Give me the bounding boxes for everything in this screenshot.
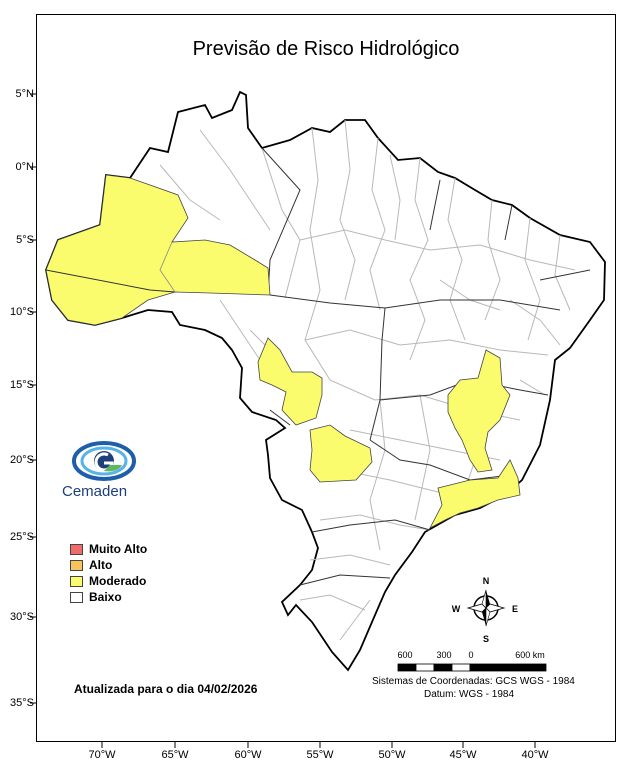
logo-text: Cemaden	[62, 483, 128, 500]
lon-tick-50w: 50°W	[378, 749, 406, 761]
legend-item-alto: Alto	[70, 557, 147, 573]
updated-date: Atualizada para o dia 04/02/2026	[74, 682, 258, 696]
lat-tick-20s: 20°S	[10, 454, 34, 466]
legend-item-baixo: Baixo	[70, 589, 147, 605]
lat-tick-35s: 35°S	[10, 697, 34, 709]
compass-s: S	[483, 634, 489, 644]
region-minas-gerais	[447, 349, 511, 473]
scale-label-0: 0	[468, 650, 474, 660]
region-mato-grosso-do-sul	[309, 424, 373, 483]
lat-tick-5s: 5°S	[16, 234, 34, 246]
moderado-regions	[45, 174, 521, 529]
crs-text: Sistemas de Coordenadas: GCS WGS - 1984	[372, 676, 575, 687]
scale-label-600km: 600 km	[515, 650, 545, 660]
lon-tick-70w: 70°W	[88, 749, 116, 761]
lat-tick-25s: 25°S	[10, 531, 34, 543]
swatch-moderado	[70, 575, 83, 587]
swatch-alto	[70, 559, 83, 571]
lon-tick-40w: 40°W	[521, 749, 549, 761]
scale-label-300: 300	[436, 650, 452, 660]
region-mato-grosso	[257, 337, 323, 426]
lon-tick-55w: 55°W	[306, 749, 334, 761]
scale-bar	[397, 663, 547, 672]
legend: Muito Alto Alto Moderado Baixo	[70, 541, 147, 605]
map-title: Previsão de Risco Hidrológico	[192, 38, 460, 60]
lat-tick-15s: 15°S	[10, 379, 34, 391]
region-acre-amazonas-west	[45, 174, 271, 326]
lon-tick-60w: 60°W	[234, 749, 262, 761]
region-rio-sp-coast	[429, 459, 521, 529]
swatch-baixo	[70, 591, 83, 603]
lat-tick-30s: 30°S	[10, 611, 34, 623]
lat-tick-5n: 5°N	[15, 88, 34, 100]
compass-w: W	[452, 604, 461, 614]
swatch-muito-alto	[70, 543, 83, 555]
compass-e: E	[512, 604, 518, 614]
lon-tick-65w: 65°W	[161, 749, 189, 761]
cemaden-logo	[72, 441, 136, 481]
datum-text: Datum: WGS - 1984	[424, 689, 515, 700]
lat-tick-0n: 0°N	[15, 161, 34, 173]
lon-tick-45w: 45°W	[449, 749, 477, 761]
legend-label: Moderado	[89, 574, 147, 588]
legend-item-muito-alto: Muito Alto	[70, 541, 147, 557]
legend-label: Baixo	[89, 590, 122, 604]
legend-label: Muito Alto	[89, 542, 148, 556]
compass-n: N	[483, 576, 490, 586]
lat-tick-10s: 10°S	[10, 306, 34, 318]
compass-rose-icon	[466, 589, 506, 627]
legend-item-moderado: Moderado	[70, 573, 147, 589]
legend-label: Alto	[89, 558, 113, 572]
scale-label-600: 600	[397, 650, 413, 660]
